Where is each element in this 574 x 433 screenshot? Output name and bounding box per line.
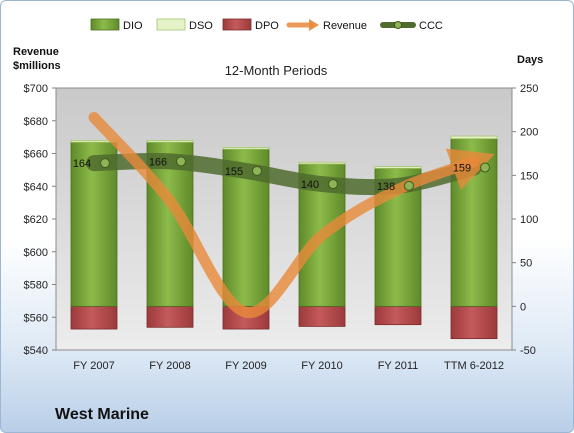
right-tick-label: 0 — [520, 301, 526, 313]
left-tick-label: $600 — [24, 247, 48, 259]
left-tick-label: $640 — [24, 181, 48, 193]
legend-swatch-dio — [90, 18, 120, 31]
bar-dpo — [298, 305, 346, 327]
x-tick-label: FY 2007 — [73, 360, 114, 372]
left-tick-label: $680 — [24, 116, 48, 128]
ccc-marker — [480, 162, 490, 173]
legend-arrow-icon — [309, 19, 319, 31]
left-tick-label: $660 — [24, 149, 48, 161]
legend-marker-ccc — [394, 21, 402, 29]
x-tick-label: TTM 6-2012 — [444, 360, 504, 372]
ccc-data-label: 159 — [453, 162, 471, 174]
bar-dpo — [70, 305, 118, 330]
left-axis-title-line2: $millions — [13, 60, 61, 72]
chart-title: 12-Month Periods — [225, 63, 328, 78]
x-tick-label: FY 2008 — [149, 360, 190, 372]
ccc-marker — [100, 158, 110, 169]
right-tick-label: 50 — [520, 258, 532, 270]
ccc-marker — [404, 180, 414, 191]
bar-dso — [298, 161, 346, 165]
x-tick-label: FY 2009 — [225, 360, 266, 372]
axes: $540 $560 $580 $600 $620 $640 $660 $680 $700 -50 0… — [13, 46, 543, 372]
left-tick-label: $580 — [24, 280, 48, 292]
x-tick-label: FY 2011 — [378, 360, 419, 372]
bar-dpo — [374, 305, 422, 326]
bar-dpo — [146, 305, 194, 328]
left-tick-label: $540 — [24, 345, 48, 357]
legend-label-revenue: Revenue — [323, 20, 367, 32]
legend: DIO DSO DPO Revenue CCC — [90, 18, 443, 32]
right-tick-label: 100 — [520, 214, 538, 226]
legend-swatch-dso — [156, 18, 186, 31]
right-axis-title: Days — [517, 54, 543, 66]
right-tick-label: 250 — [520, 83, 538, 95]
legend-swatch-dpo — [222, 18, 252, 31]
bar-dso — [146, 139, 194, 143]
legend-label-dio: DIO — [123, 20, 143, 32]
left-tick-label: $560 — [24, 312, 48, 324]
company-name: West Marine — [55, 406, 149, 423]
ccc-data-label: 138 — [377, 181, 395, 193]
legend-label-ccc: CCC — [419, 20, 443, 32]
right-tick-label: -50 — [520, 345, 536, 357]
plot-area: 164 166 155 140 138 159 — [55, 87, 513, 351]
ccc-data-label: 140 — [301, 179, 319, 191]
x-tick-label: FY 2010 — [301, 360, 342, 372]
right-tick-label: 150 — [520, 170, 538, 182]
ccc-data-label: 155 — [225, 166, 243, 178]
ccc-data-label: 164 — [73, 158, 91, 170]
plot-background — [55, 87, 513, 351]
bar-dso — [450, 135, 498, 140]
left-tick-label: $620 — [24, 214, 48, 226]
ccc-marker — [252, 165, 262, 176]
ccc-marker — [176, 156, 186, 167]
bar-dso — [374, 166, 422, 169]
ccc-marker — [328, 179, 338, 190]
left-axis-title-line1: Revenue — [13, 46, 59, 58]
legend-label-dso: DSO — [189, 20, 213, 32]
left-tick-label: $700 — [24, 83, 48, 95]
ccc-data-label: 166 — [149, 156, 167, 168]
bar-dpo — [450, 305, 498, 340]
revenue-line — [88, 111, 495, 318]
right-tick-label: 200 — [520, 127, 538, 139]
legend-label-dpo: DPO — [255, 20, 279, 32]
bar-dso — [222, 146, 270, 150]
